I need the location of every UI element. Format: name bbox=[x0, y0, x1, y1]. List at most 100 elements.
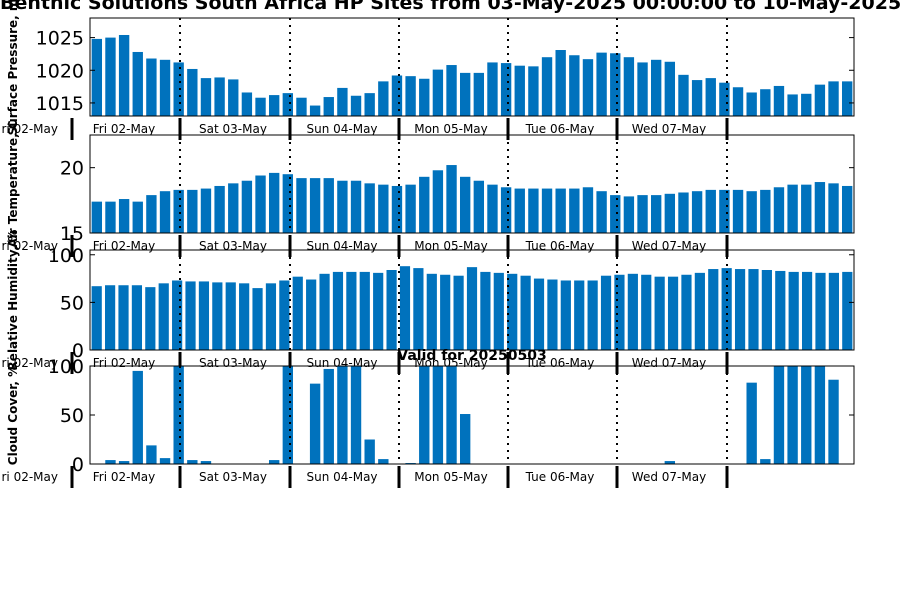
bar bbox=[132, 201, 143, 233]
bar bbox=[627, 273, 638, 350]
y-axis-label: Relative Humidity, % bbox=[6, 230, 20, 371]
bar bbox=[614, 274, 625, 350]
bar bbox=[386, 270, 397, 350]
bar bbox=[359, 271, 370, 350]
y-axis-label: Cloud Cover, % bbox=[6, 365, 20, 465]
bar bbox=[788, 271, 799, 350]
bar bbox=[600, 275, 612, 350]
bar bbox=[364, 183, 375, 233]
bar bbox=[319, 273, 330, 350]
bar bbox=[132, 370, 143, 464]
bar bbox=[734, 269, 746, 350]
bar bbox=[187, 460, 198, 464]
bar bbox=[681, 274, 692, 350]
bar bbox=[560, 280, 571, 350]
y-tick-label: 1025 bbox=[36, 28, 84, 50]
x-day-label: Tue 06-May bbox=[525, 239, 595, 253]
bar bbox=[705, 189, 716, 233]
bar bbox=[828, 272, 839, 350]
y-tick-label: 20 bbox=[60, 158, 84, 180]
bar bbox=[815, 272, 826, 350]
bar bbox=[268, 95, 280, 116]
y-axis-label: Air Temperature, C bbox=[6, 120, 20, 248]
bar bbox=[214, 77, 225, 116]
bar bbox=[582, 187, 594, 233]
bar bbox=[650, 59, 662, 116]
bar bbox=[555, 50, 566, 117]
bar bbox=[760, 189, 771, 233]
x-day-label: Mon 05-May bbox=[414, 122, 488, 136]
y-tick-label: 100 bbox=[48, 356, 84, 378]
bar bbox=[610, 195, 621, 233]
bar bbox=[773, 187, 785, 233]
bar bbox=[500, 187, 512, 233]
x-day-label: Fri 02-May bbox=[93, 122, 156, 136]
bar bbox=[159, 458, 171, 464]
bar bbox=[279, 280, 290, 350]
bar bbox=[323, 368, 334, 464]
x-day-label: Fri 02-May bbox=[93, 470, 156, 484]
y-tick-label: 50 bbox=[60, 405, 84, 427]
bar bbox=[373, 272, 384, 350]
y-tick-label: 1020 bbox=[36, 60, 84, 82]
bar bbox=[432, 69, 444, 116]
bar bbox=[574, 280, 585, 350]
bar bbox=[814, 182, 826, 233]
panel-1: 1015 1020 1025 Fri 02-May Sat 03-May Sun 04-M… bbox=[2, 0, 855, 140]
bar bbox=[801, 184, 812, 233]
bar bbox=[241, 92, 253, 116]
bar bbox=[198, 281, 210, 350]
bar bbox=[212, 282, 223, 350]
bar bbox=[91, 286, 102, 350]
bar bbox=[459, 176, 471, 233]
x-day-label: Wed 07-May bbox=[632, 470, 706, 484]
bar bbox=[641, 274, 652, 350]
bar bbox=[493, 272, 504, 350]
bar bbox=[587, 280, 598, 350]
bar bbox=[228, 183, 239, 233]
bar bbox=[159, 59, 171, 116]
bar bbox=[200, 78, 212, 116]
bar bbox=[337, 87, 348, 116]
bar bbox=[569, 188, 580, 233]
bar bbox=[547, 279, 558, 350]
bar bbox=[466, 267, 478, 350]
bar bbox=[268, 460, 280, 464]
chart-title: Benthic Solutions South Africa HP Sites … bbox=[0, 0, 900, 14]
y-tick-label: 1015 bbox=[36, 93, 84, 115]
panel-3: 0 50 100 Fri 02-May Sat 03-May Sun 04-May Mon … bbox=[2, 230, 855, 374]
bar bbox=[91, 201, 103, 233]
x-day-label: Fri 02-May bbox=[93, 239, 156, 253]
bar bbox=[569, 55, 580, 116]
bar bbox=[507, 273, 518, 350]
bar bbox=[105, 285, 116, 350]
bar bbox=[773, 85, 785, 116]
bar bbox=[282, 174, 294, 233]
bar bbox=[514, 65, 525, 116]
bar bbox=[719, 189, 730, 233]
panel-title: Valid for 20250503 bbox=[397, 348, 546, 364]
bar bbox=[828, 183, 839, 233]
bar bbox=[654, 276, 665, 350]
bar bbox=[582, 59, 594, 116]
bar bbox=[596, 191, 607, 233]
bar bbox=[309, 105, 321, 116]
bar bbox=[200, 188, 212, 233]
bar bbox=[225, 282, 236, 350]
bar bbox=[172, 280, 183, 350]
x-day-label: Fri 02-May bbox=[93, 356, 156, 370]
bar bbox=[159, 191, 171, 233]
bar bbox=[555, 188, 566, 233]
bar bbox=[446, 366, 457, 464]
bar bbox=[432, 170, 444, 233]
bar bbox=[721, 268, 732, 350]
bar bbox=[200, 461, 212, 464]
bar bbox=[528, 66, 539, 116]
bar bbox=[732, 189, 744, 233]
bar bbox=[541, 188, 553, 233]
x-day-label: Sun 04-May bbox=[306, 239, 377, 253]
bar bbox=[473, 180, 485, 233]
bar bbox=[187, 189, 198, 233]
bar bbox=[446, 65, 457, 116]
axes-frame bbox=[89, 365, 855, 465]
